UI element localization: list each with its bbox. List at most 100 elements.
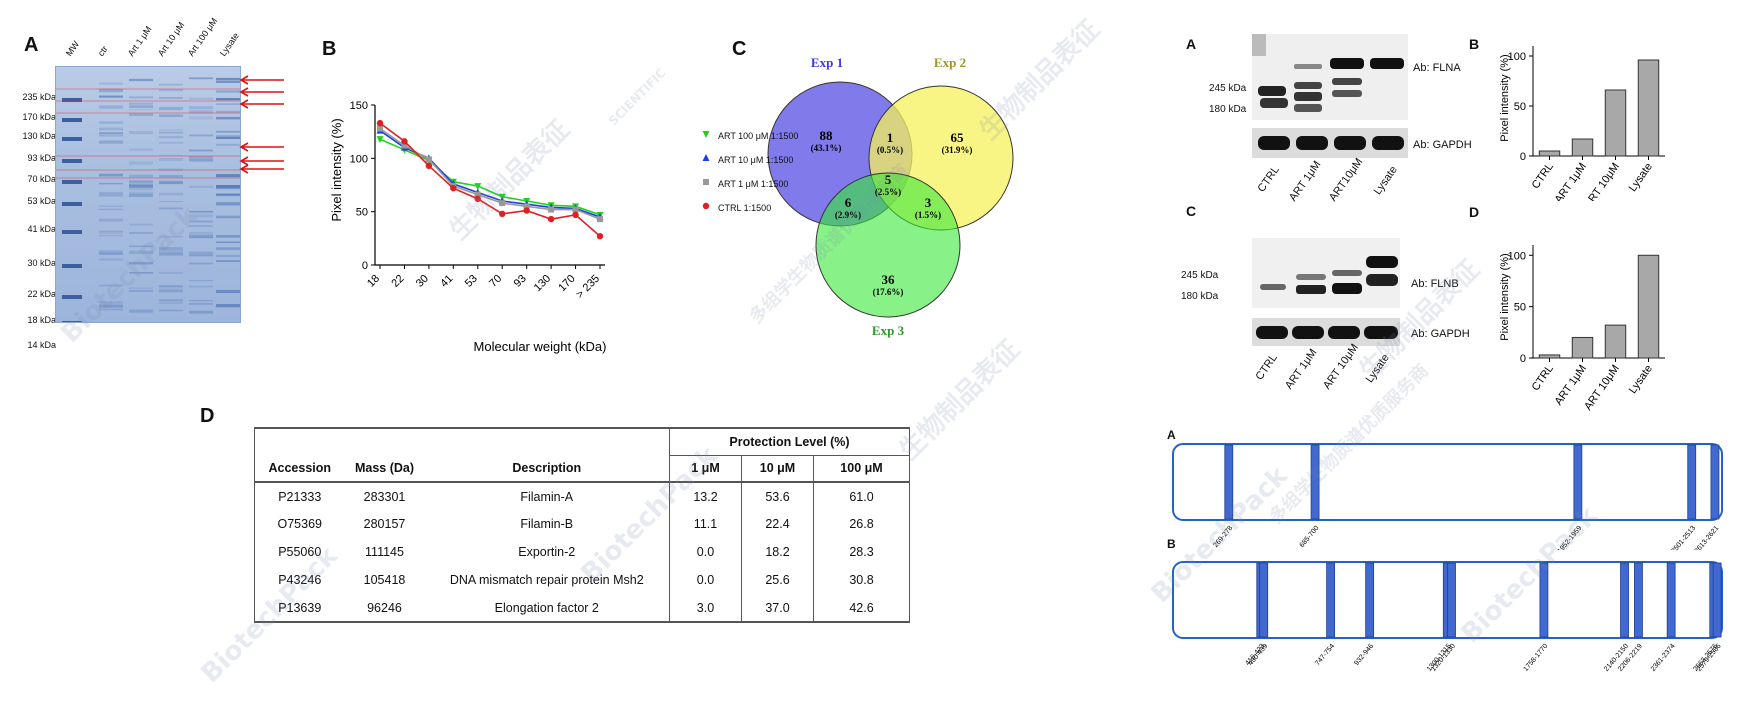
- gel-marker-label: 18 kDa: [27, 315, 56, 325]
- protected-region: [1447, 562, 1456, 638]
- panel-d-label: D: [200, 405, 215, 427]
- bar: [1637, 254, 1660, 359]
- line-point: [376, 136, 384, 144]
- gel-sample-band: [159, 180, 183, 184]
- gel-marker-label: 235 kDa: [22, 92, 56, 102]
- gel-marker-label: 130 kDa: [22, 131, 56, 141]
- gel-sample-band: [129, 109, 153, 111]
- line-chart-xtick-label: 41: [438, 273, 455, 290]
- line-chart-xtick-label: 130: [532, 273, 553, 294]
- gel-sample-band: [189, 106, 213, 110]
- region-label: 747-754: [1314, 643, 1336, 667]
- map-a-label: A: [1167, 428, 1176, 442]
- gel-sample-band: [99, 250, 123, 254]
- gel-sample-band: [189, 210, 213, 214]
- gel-sample-band: [159, 89, 183, 92]
- gel-sample-band: [159, 131, 183, 134]
- flnb-ab-label: Ab: FLNB: [1411, 278, 1459, 290]
- gel-sample-band: [129, 148, 153, 151]
- protection-table: Protection Level (%) Accession Mass (Da) D…: [254, 427, 910, 623]
- line-point: [425, 156, 432, 163]
- gel-sample-band: [129, 309, 153, 313]
- gel-sample-band: [99, 231, 123, 234]
- venn-count-all: 5: [885, 172, 892, 187]
- bar: [1637, 59, 1660, 157]
- gel-sample-band: [159, 135, 183, 139]
- gel-sample-band: [216, 185, 240, 189]
- gel-sample-band: [216, 186, 240, 190]
- line-chart: Molecular weight (kDa) Pixel intensity (…: [329, 100, 710, 354]
- gel-sample-band: [99, 127, 123, 131]
- gel-sample-band: [216, 174, 240, 178]
- gel-sample-band: [129, 184, 153, 187]
- region-label: 932-946: [1353, 643, 1375, 667]
- gel-sample-band: [129, 262, 153, 265]
- gel-lane-label: Lysate: [217, 30, 242, 58]
- gel-sample-band: [216, 260, 240, 262]
- gel-sample-band: [189, 299, 213, 302]
- gel-sample-band: [189, 110, 213, 114]
- gel-sample-band: [159, 83, 183, 86]
- gel-sample-band: [129, 96, 153, 99]
- gel-lane-label: Art 100 μM: [185, 16, 220, 59]
- gel-sample-band: [189, 134, 213, 137]
- gel-sample-band: [129, 187, 153, 191]
- gel-sample-band: [189, 214, 213, 218]
- gel-sample-band: [189, 285, 213, 288]
- table-header-cell: 10 μM: [741, 455, 814, 482]
- gel-sample-band: [99, 193, 123, 197]
- flna-marker-180: 180 kDa: [1209, 104, 1247, 115]
- gel-sample-band: [159, 154, 183, 156]
- bar-category-label: ART 1μM: [1553, 161, 1589, 201]
- protected-region: [1259, 562, 1269, 638]
- line-chart-xtick-label: 18: [365, 273, 382, 290]
- bar: [1538, 354, 1561, 359]
- table-cell: 42.6: [813, 594, 910, 622]
- gel-sample-band: [99, 192, 123, 194]
- line-point: [596, 233, 604, 240]
- table-row: P55060 111145 Exportin-2 0.0 18.2 28.3: [254, 538, 910, 566]
- gel-sample-band: [99, 173, 123, 177]
- protected-region: [1620, 562, 1629, 638]
- gel-sample-band: [99, 132, 123, 134]
- venn-pct-exp13: (2.9%): [835, 210, 861, 220]
- gel-marker-label: 22 kDa: [27, 289, 56, 299]
- line-point: [474, 183, 482, 191]
- table-cell: 18.2: [741, 538, 814, 566]
- gel-sample-band: [99, 134, 123, 137]
- gel-sample-band: [99, 82, 123, 85]
- line-series-0: [379, 138, 601, 216]
- gel-sample-band: [189, 254, 213, 257]
- gel-sample-band: [189, 234, 213, 238]
- gel-sample-band: [159, 299, 183, 302]
- western-lane-label: ART 10μM: [1321, 341, 1361, 392]
- gel-sample-band: [159, 251, 183, 254]
- gel-sample-band: [129, 113, 153, 117]
- gel-sample-band: [189, 302, 213, 305]
- protected-region: [1710, 444, 1720, 520]
- table-cell: 0.0: [669, 566, 742, 594]
- bar-b-label: B: [1469, 36, 1480, 52]
- gel-sample-band: [129, 105, 153, 108]
- gel-marker-band: [62, 264, 82, 268]
- region-label: 2501-2513: [1670, 525, 1697, 550]
- gel-sample-band: [129, 180, 153, 185]
- line-series-3: [379, 122, 601, 237]
- western-c-label: C: [1186, 203, 1197, 219]
- line-point: [499, 200, 506, 207]
- line-chart-ytick-label: 100: [350, 153, 368, 165]
- gel-sample-band: [129, 191, 153, 194]
- protected-region: [1310, 444, 1320, 520]
- western-lane-label: Lysate: [1363, 352, 1392, 386]
- table-cell: 111145: [365, 545, 404, 559]
- gel-sample-band: [216, 137, 240, 140]
- venn-count-exp2: 65: [951, 130, 965, 145]
- table-cell: 283301: [363, 489, 406, 504]
- gel-sample-band: [99, 208, 123, 211]
- gel-sample-band: [189, 77, 213, 80]
- protected-region: [1365, 562, 1375, 638]
- protected-region: [1573, 444, 1583, 520]
- venn-label-exp3: Exp 3: [872, 323, 905, 338]
- gel-sample-band: [189, 251, 213, 254]
- western-lane-label: Lysate: [1371, 164, 1400, 198]
